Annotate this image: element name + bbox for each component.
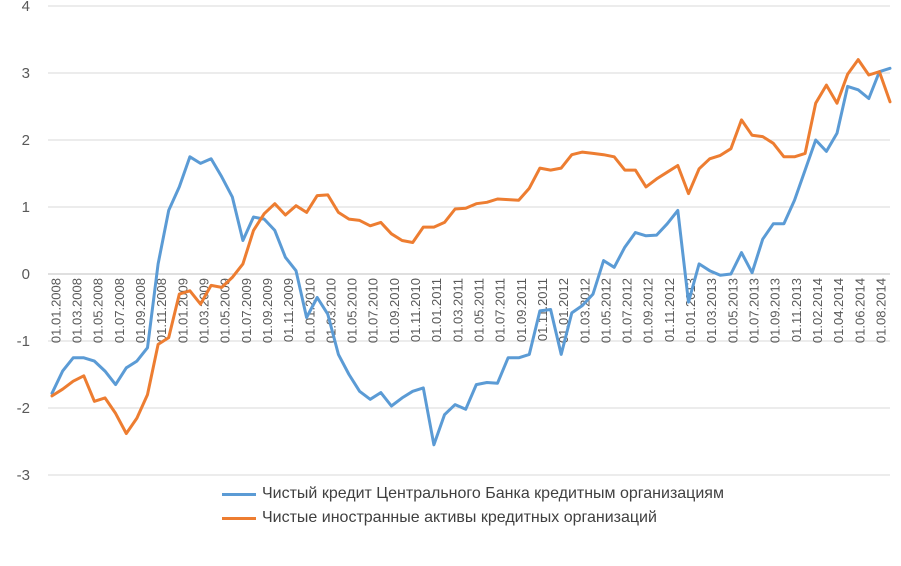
x-tick-label: 01.05.2010: [345, 278, 360, 343]
x-tick-label: 01.08.2014: [873, 278, 888, 343]
x-tick-label: 01.11.2008: [154, 278, 169, 342]
legend: Чистый кредит Центрального Банка кредитн…: [222, 482, 782, 530]
gridlines: [48, 5, 890, 476]
x-tick-label: 01.03.2011: [450, 278, 465, 342]
x-tick-label: 01.09.2011: [514, 278, 529, 342]
y-tick-label: -1: [17, 333, 30, 350]
x-tick-label: 01.05.2011: [472, 278, 487, 342]
x-tick-label: 01.04.2014: [831, 278, 846, 343]
x-tick-label: 01.09.2009: [260, 278, 275, 343]
x-tick-label: 01.01.2013: [683, 278, 698, 343]
y-tick-label: 0: [22, 266, 30, 283]
x-tick-label: 01.09.2013: [768, 278, 783, 343]
legend-item-foreign-assets: Чистые иностранные активы кредитных орга…: [222, 506, 782, 530]
series-line-cb-credit: [50, 66, 892, 447]
x-tick-label: 01.09.2012: [641, 278, 656, 343]
x-tick-label: 01.11.2010: [408, 278, 423, 342]
x-tick-label: 01.05.2009: [218, 278, 233, 343]
x-tick-label: 01.09.2010: [387, 278, 402, 343]
x-tick-label: 01.05.2012: [598, 278, 613, 343]
x-tick-label: 01.03.2010: [323, 278, 338, 343]
x-tick-label: 01.07.2009: [239, 278, 254, 343]
x-tick-label: 01.01.2008: [48, 278, 63, 343]
x-tick-label: 01.01.2011: [429, 278, 444, 342]
x-tick-label: 01.01.2012: [556, 278, 571, 343]
x-tick-label: 01.07.2011: [493, 278, 508, 342]
x-tick-label: 01.02.2014: [810, 278, 825, 343]
legend-label-cb-credit: Чистый кредит Центрального Банка кредитн…: [262, 485, 724, 502]
x-tick-label: 01.06.2014: [852, 278, 867, 343]
x-tick-label: 01.07.2013: [747, 278, 762, 343]
x-tick-label: 01.05.2013: [725, 278, 740, 343]
x-tick-label: 01.03.2008: [70, 278, 85, 343]
x-tick-label: 01.07.2012: [620, 278, 635, 343]
y-tick-label: 2: [22, 132, 30, 149]
y-tick-label: 3: [22, 65, 30, 82]
y-tick-label: 1: [22, 199, 30, 216]
x-tick-label: 01.11.2013: [789, 278, 804, 342]
legend-label-foreign-assets: Чистые иностранные активы кредитных орга…: [262, 509, 657, 526]
y-tick-label: -3: [17, 467, 30, 484]
x-tick-label: 01.09.2008: [133, 278, 148, 343]
legend-item-cb-credit: Чистый кредит Центрального Банка кредитн…: [222, 482, 782, 506]
y-axis-tick-labels: 4 3 2 1 0 -1 -2 -3: [17, 0, 30, 484]
x-tick-label: 01.01.2009: [175, 278, 190, 343]
x-tick-label: 01.05.2008: [91, 278, 106, 343]
x-tick-label: 01.03.2012: [577, 278, 592, 343]
y-tick-label: 4: [22, 0, 30, 15]
x-tick-label: 01.11.2009: [281, 278, 296, 342]
y-tick-label: -2: [17, 400, 30, 417]
series-lines: [50, 58, 892, 447]
x-axis-tick-labels: 01.01.2008 01.03.2008 01.05.2008 01.07.2008…: [48, 278, 888, 343]
series-line-foreign-assets: [50, 58, 892, 435]
x-tick-label: 01.07.2008: [112, 278, 127, 343]
legend-swatch-foreign-assets: [222, 517, 256, 520]
x-tick-label: 01.11.2012: [662, 278, 677, 342]
x-tick-label: 01.03.2013: [704, 278, 719, 343]
legend-swatch-cb-credit: [222, 493, 256, 496]
x-tick-label: 01.07.2010: [366, 278, 381, 343]
